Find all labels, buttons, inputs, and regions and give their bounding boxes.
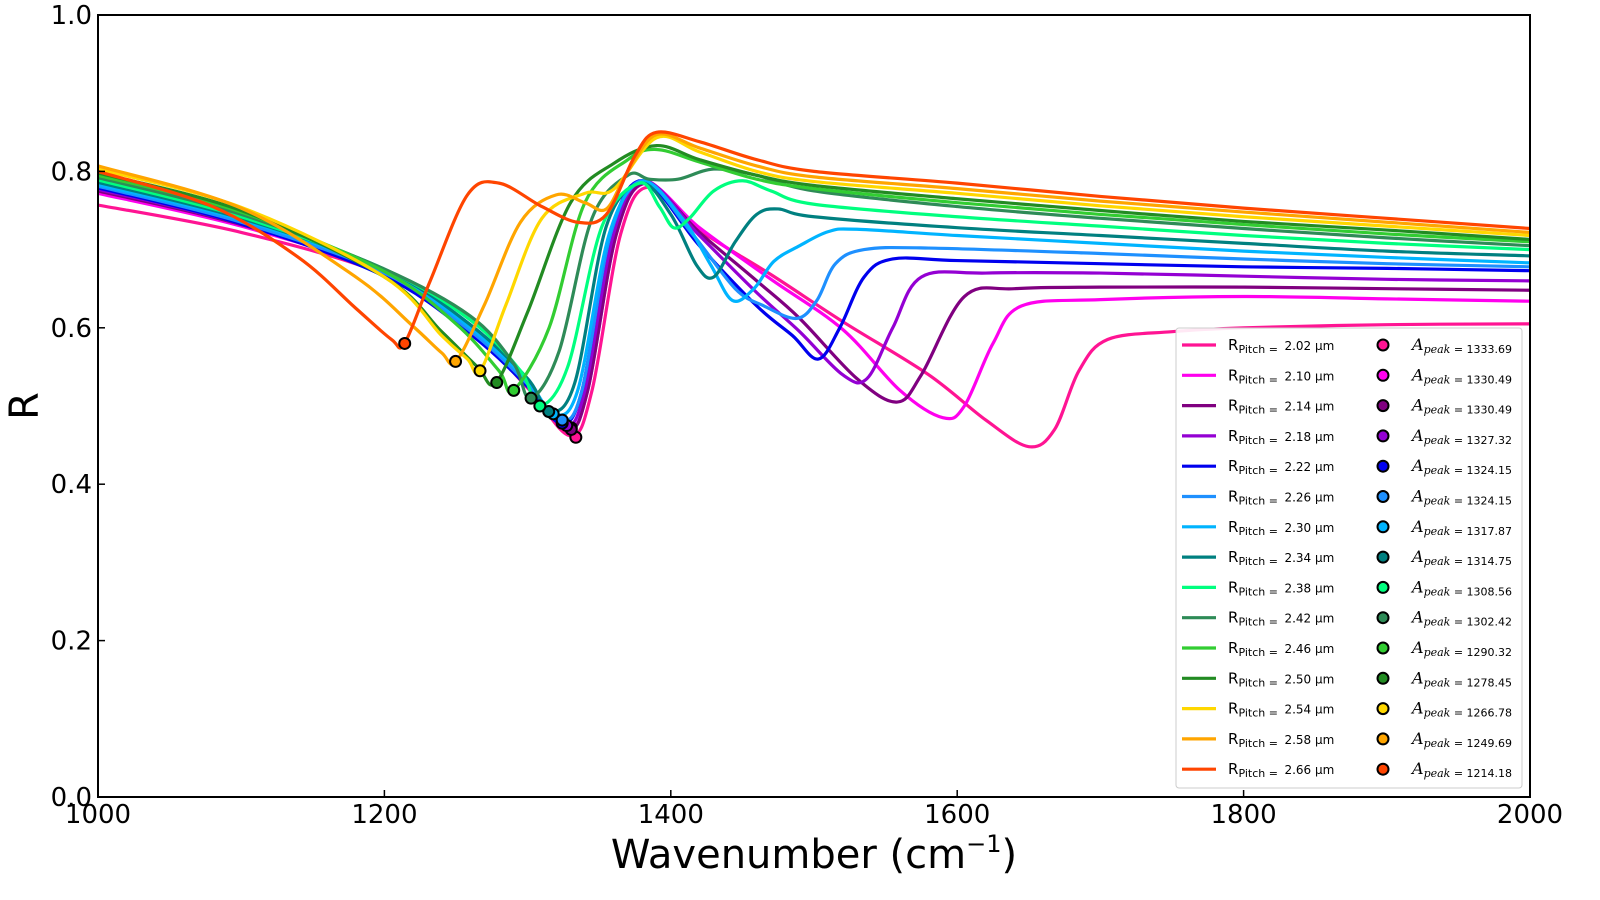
legend-line-label: RPitch = 2.46 μm: [1228, 639, 1334, 659]
x-tick-label: 1600: [924, 800, 990, 830]
legend-marker-label: Apeak = 1278.45: [1410, 668, 1512, 689]
peak-marker-8: [533, 399, 547, 413]
plot-area: [98, 130, 1530, 449]
legend-line-label: RPitch = 2.54 μm: [1228, 700, 1334, 720]
x-axis: 1000 1200 1400 1600 1800 2000: [65, 790, 1563, 830]
legend-marker-swatch: [1376, 459, 1390, 473]
y-tick-label: 1.0: [51, 1, 92, 31]
series-line-14: [98, 130, 1530, 350]
x-axis-title-sup: −1: [966, 830, 1001, 858]
legend-marker-label: Apeak = 1266.78: [1410, 699, 1512, 720]
x-axis-title-main: Wavenumber (cm: [611, 832, 966, 878]
legend-marker-swatch: [1376, 520, 1390, 534]
peak-marker-10: [507, 383, 521, 397]
y-axis-title: R: [2, 392, 48, 420]
plot-frame: [97, 14, 1531, 798]
y-tick-label: 0.0: [51, 783, 92, 813]
legend-marker-label: Apeak = 1308.56: [1410, 577, 1512, 598]
legend-line-label: RPitch = 2.66 μm: [1228, 760, 1334, 780]
peak-marker-14: [398, 336, 412, 350]
series-line-6: [98, 179, 1530, 417]
legend-marker-label: Apeak = 1330.49: [1410, 396, 1512, 417]
x-tick-label: 1200: [351, 800, 417, 830]
y-tick-label: 0.4: [51, 470, 92, 500]
legend-marker-label: Apeak = 1330.49: [1410, 365, 1512, 386]
legend-marker-swatch: [1376, 671, 1390, 685]
legend-marker-label: Apeak = 1327.32: [1410, 426, 1512, 447]
y-tick-label: 0.8: [51, 157, 92, 187]
peak-marker-9: [524, 391, 538, 405]
legend-line-label: RPitch = 2.22 μm: [1228, 457, 1334, 477]
legend-marker-swatch: [1376, 338, 1390, 352]
peak-marker-11: [490, 376, 504, 390]
legend-line-label: RPitch = 2.02 μm: [1228, 336, 1334, 356]
legend-marker-label: Apeak = 1314.75: [1410, 547, 1512, 568]
legend-marker-label: Apeak = 1324.15: [1410, 456, 1512, 477]
legend-marker-swatch: [1376, 550, 1390, 564]
legend-marker-swatch: [1376, 490, 1390, 503]
y-axis: 0.0 0.2 0.4 0.6 0.8 1.0: [51, 1, 105, 813]
peak-marker-13: [449, 354, 463, 368]
legend-line-label: RPitch = 2.10 μm: [1228, 366, 1334, 386]
legend-line-label: RPitch = 2.18 μm: [1228, 427, 1334, 447]
series-line-5: [98, 179, 1530, 422]
x-axis-title: Wavenumber (cm−1): [611, 830, 1017, 878]
legend-marker-label: Apeak = 1324.15: [1410, 487, 1512, 508]
legend-marker-label: Apeak = 1214.18: [1410, 759, 1512, 780]
x-tick-label: 1800: [1211, 800, 1277, 830]
series-line-9: [98, 167, 1530, 400]
x-tick-label: 2000: [1497, 800, 1563, 830]
series-line-7: [98, 180, 1530, 414]
legend-marker-label: Apeak = 1333.69: [1410, 335, 1512, 356]
legend-marker-swatch: [1376, 702, 1390, 716]
legend-line-label: RPitch = 2.14 μm: [1228, 397, 1334, 417]
x-tick-label: 1400: [638, 800, 704, 830]
legend-marker-swatch: [1376, 429, 1390, 443]
legend-line-label: RPitch = 2.26 μm: [1228, 488, 1334, 508]
x-tick-label: 1000: [65, 800, 131, 830]
legend-marker-swatch: [1376, 762, 1390, 776]
legend-marker-label: Apeak = 1317.87: [1410, 517, 1512, 538]
x-axis-title-close: ): [1001, 832, 1017, 878]
peak-marker-5: [555, 413, 569, 427]
legend-marker-swatch: [1376, 368, 1390, 382]
legend-marker-label: Apeak = 1302.42: [1410, 608, 1512, 629]
legend-marker-swatch: [1376, 580, 1390, 594]
legend-line-label: RPitch = 2.30 μm: [1228, 518, 1334, 538]
legend-marker-swatch: [1376, 399, 1390, 413]
legend: RPitch = 2.02 μm Apeak = 1333.69 RPitch = …: [1175, 327, 1523, 789]
legend-marker-label: Apeak = 1290.32: [1410, 638, 1512, 659]
y-tick-label: 0.6: [51, 314, 92, 344]
legend-line-label: RPitch = 2.50 μm: [1228, 669, 1334, 689]
legend-line-label: RPitch = 2.38 μm: [1228, 578, 1334, 598]
legend-line-label: RPitch = 2.58 μm: [1228, 730, 1334, 750]
legend-marker-swatch: [1376, 611, 1390, 625]
legend-box: [1175, 327, 1523, 789]
y-tick-label: 0.2: [51, 627, 92, 657]
legend-marker-label: Apeak = 1249.69: [1410, 729, 1512, 750]
legend-line-label: RPitch = 2.34 μm: [1228, 548, 1334, 568]
legend-marker-swatch: [1376, 641, 1390, 655]
legend-marker-swatch: [1376, 732, 1390, 746]
series-line-8: [98, 178, 1530, 408]
peak-markers: [398, 336, 583, 444]
legend-line-label: RPitch = 2.42 μm: [1228, 609, 1334, 629]
series-line-10: [98, 147, 1530, 394]
peak-marker-12: [473, 364, 487, 378]
